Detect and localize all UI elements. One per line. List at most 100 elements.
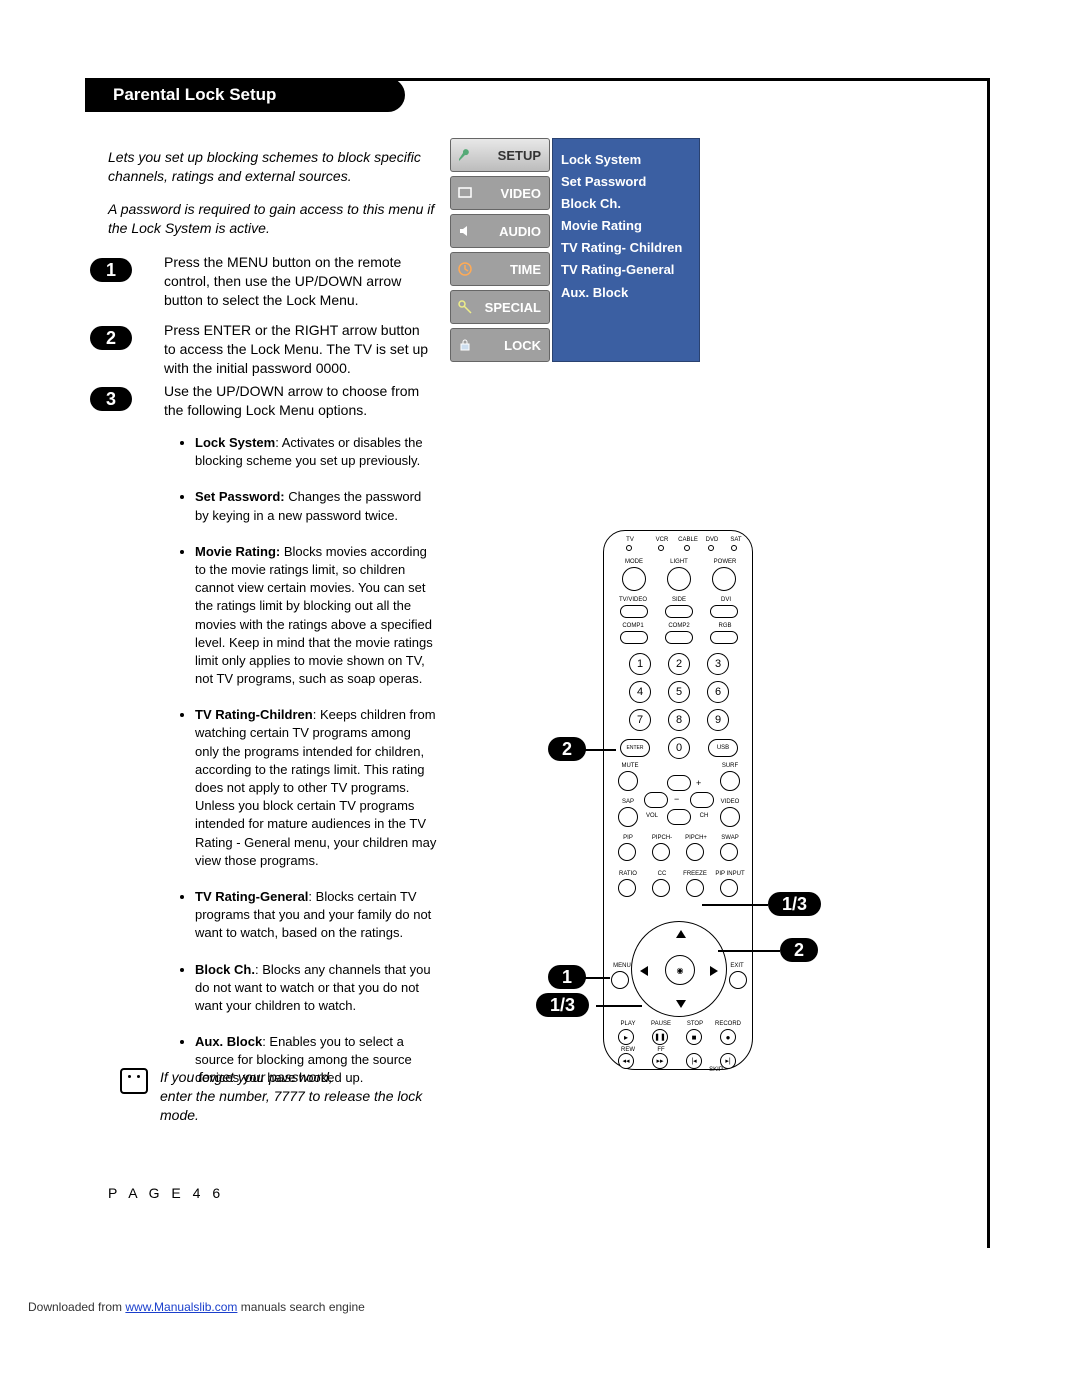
btn-record[interactable]: ●: [720, 1029, 736, 1045]
btn-num-9[interactable]: 9: [707, 709, 729, 731]
callout-13-left: 1/3: [536, 993, 589, 1017]
callout-line-13l: [596, 1005, 642, 1007]
screen-icon: [457, 185, 473, 201]
footer-link[interactable]: www.Manualslib.com: [125, 1300, 237, 1314]
footer-pre: Downloaded from: [28, 1300, 125, 1314]
btn-num-3[interactable]: 3: [707, 653, 729, 675]
btn-num-2[interactable]: 2: [668, 653, 690, 675]
btn-pipinput[interactable]: [720, 879, 738, 897]
lbl-sat: SAT: [727, 537, 745, 543]
osd-tab-lock: LOCK ▸: [450, 328, 550, 362]
step-badge-3: 3: [90, 387, 132, 411]
minus-icon: −: [674, 794, 679, 804]
btn-usb[interactable]: USB: [708, 739, 738, 757]
osd-opt-aux-block: Aux. Block: [561, 282, 691, 304]
lbl-tv: TV: [621, 537, 639, 543]
btn-menu[interactable]: [611, 971, 629, 989]
callout-2-right: 2: [780, 938, 818, 962]
btn-freeze[interactable]: [686, 879, 704, 897]
osd-opt-tv-children: TV Rating- Children: [561, 237, 691, 259]
btn-light[interactable]: [667, 567, 691, 591]
btn-cc[interactable]: [652, 879, 670, 897]
osd-opt-tv-general: TV Rating-General: [561, 259, 691, 281]
bullet-movie-rating: Movie Rating: Blocks movies according to…: [195, 543, 437, 689]
step-text-1: Press the MENU button on the remote cont…: [164, 253, 434, 310]
btn-stop[interactable]: ■: [686, 1029, 702, 1045]
lbl-swap: SWAP: [718, 835, 742, 841]
btn-mode[interactable]: [622, 567, 646, 591]
led-dvd: [708, 545, 714, 551]
nav-up-icon[interactable]: [676, 930, 686, 938]
btn-side[interactable]: [665, 605, 693, 618]
nav-right-icon[interactable]: [710, 966, 718, 976]
btn-num-6[interactable]: 6: [707, 681, 729, 703]
btn-power[interactable]: [712, 567, 736, 591]
btn-ratio[interactable]: [618, 879, 636, 897]
btn-comp1[interactable]: [620, 631, 648, 644]
btn-rgb[interactable]: [710, 631, 738, 644]
btn-num-0[interactable]: 0: [668, 737, 690, 759]
osd-tab-audio: AUDIO: [450, 214, 550, 248]
callout-1-left: 1: [548, 965, 586, 989]
btn-rew[interactable]: ◂◂: [618, 1053, 634, 1069]
tv-icon: [120, 1068, 148, 1094]
osd-panel: Lock System Set Password Block Ch. Movie…: [552, 138, 700, 362]
lbl-exit: EXIT: [726, 963, 748, 969]
nav-left-icon[interactable]: [640, 966, 648, 976]
btn-sap[interactable]: [618, 807, 638, 827]
btn-tvvideo[interactable]: [620, 605, 648, 618]
section-header: Parental Lock Setup: [85, 78, 405, 112]
bullet-block-ch: Block Ch.: Blocks any channels that you …: [195, 961, 437, 1016]
lbl-cable: CABLE: [677, 537, 699, 543]
osd-opt-set-password: Set Password: [561, 171, 691, 193]
btn-surf[interactable]: [720, 771, 740, 791]
btn-pip[interactable]: [618, 843, 636, 861]
osd-opt-movie-rating: Movie Rating: [561, 215, 691, 237]
led-vcr: [658, 545, 664, 551]
btn-num-5[interactable]: 5: [668, 681, 690, 703]
vol-ch-pad: VOL CH − +: [644, 775, 714, 825]
btn-play[interactable]: ▸: [618, 1029, 634, 1045]
btn-mute[interactable]: [618, 771, 638, 791]
btn-enter[interactable]: ENTER: [620, 739, 650, 757]
bullet-lock-system: Lock System: Activates or disables the b…: [195, 434, 437, 470]
callout-2-left: 2: [548, 737, 586, 761]
nav-pad: ◉: [631, 921, 727, 1017]
callout-line-2r: [718, 950, 780, 952]
btn-pipchm[interactable]: [652, 843, 670, 861]
osd-opt-block-ch: Block Ch.: [561, 193, 691, 215]
lbl-light: LIGHT: [665, 559, 693, 565]
key-icon: [457, 299, 473, 315]
btn-nav-ok[interactable]: ◉: [665, 955, 695, 985]
btn-vol-down[interactable]: [644, 792, 668, 808]
lbl-vol: VOL: [642, 813, 662, 819]
btn-num-8[interactable]: 8: [668, 709, 690, 731]
btn-ff[interactable]: ▸▸: [652, 1053, 668, 1069]
lbl-sap: SAP: [618, 799, 638, 805]
btn-ch-up[interactable]: [667, 775, 691, 791]
btn-pause[interactable]: ❚❚: [652, 1029, 668, 1045]
lbl-ch: CH: [696, 813, 712, 819]
footer-post: manuals search engine: [237, 1300, 364, 1314]
osd-tab-setup: SETUP: [450, 138, 550, 172]
btn-ch-down[interactable]: [667, 809, 691, 825]
btn-swap[interactable]: [720, 843, 738, 861]
footer: Downloaded from www.Manualslib.com manua…: [28, 1300, 365, 1314]
lbl-video2: VIDEO: [717, 799, 743, 805]
btn-num-7[interactable]: 7: [629, 709, 651, 731]
lbl-play: PLAY: [617, 1021, 639, 1027]
btn-dvi[interactable]: [710, 605, 738, 618]
callout-13-right: 1/3: [768, 892, 821, 916]
btn-pipchp[interactable]: [686, 843, 704, 861]
nav-down-icon[interactable]: [676, 1000, 686, 1008]
btn-vol-up[interactable]: [690, 792, 714, 808]
bullet-set-password: Set Password: Changes the password by ke…: [195, 488, 437, 524]
lbl-dvi: DVI: [716, 597, 736, 603]
btn-exit[interactable]: [729, 971, 747, 989]
lbl-comp2: COMP2: [664, 623, 694, 629]
btn-comp2[interactable]: [665, 631, 693, 644]
btn-num-4[interactable]: 4: [629, 681, 651, 703]
btn-num-1[interactable]: 1: [629, 653, 651, 675]
btn-video[interactable]: [720, 807, 740, 827]
lbl-rew: REW: [618, 1047, 638, 1053]
